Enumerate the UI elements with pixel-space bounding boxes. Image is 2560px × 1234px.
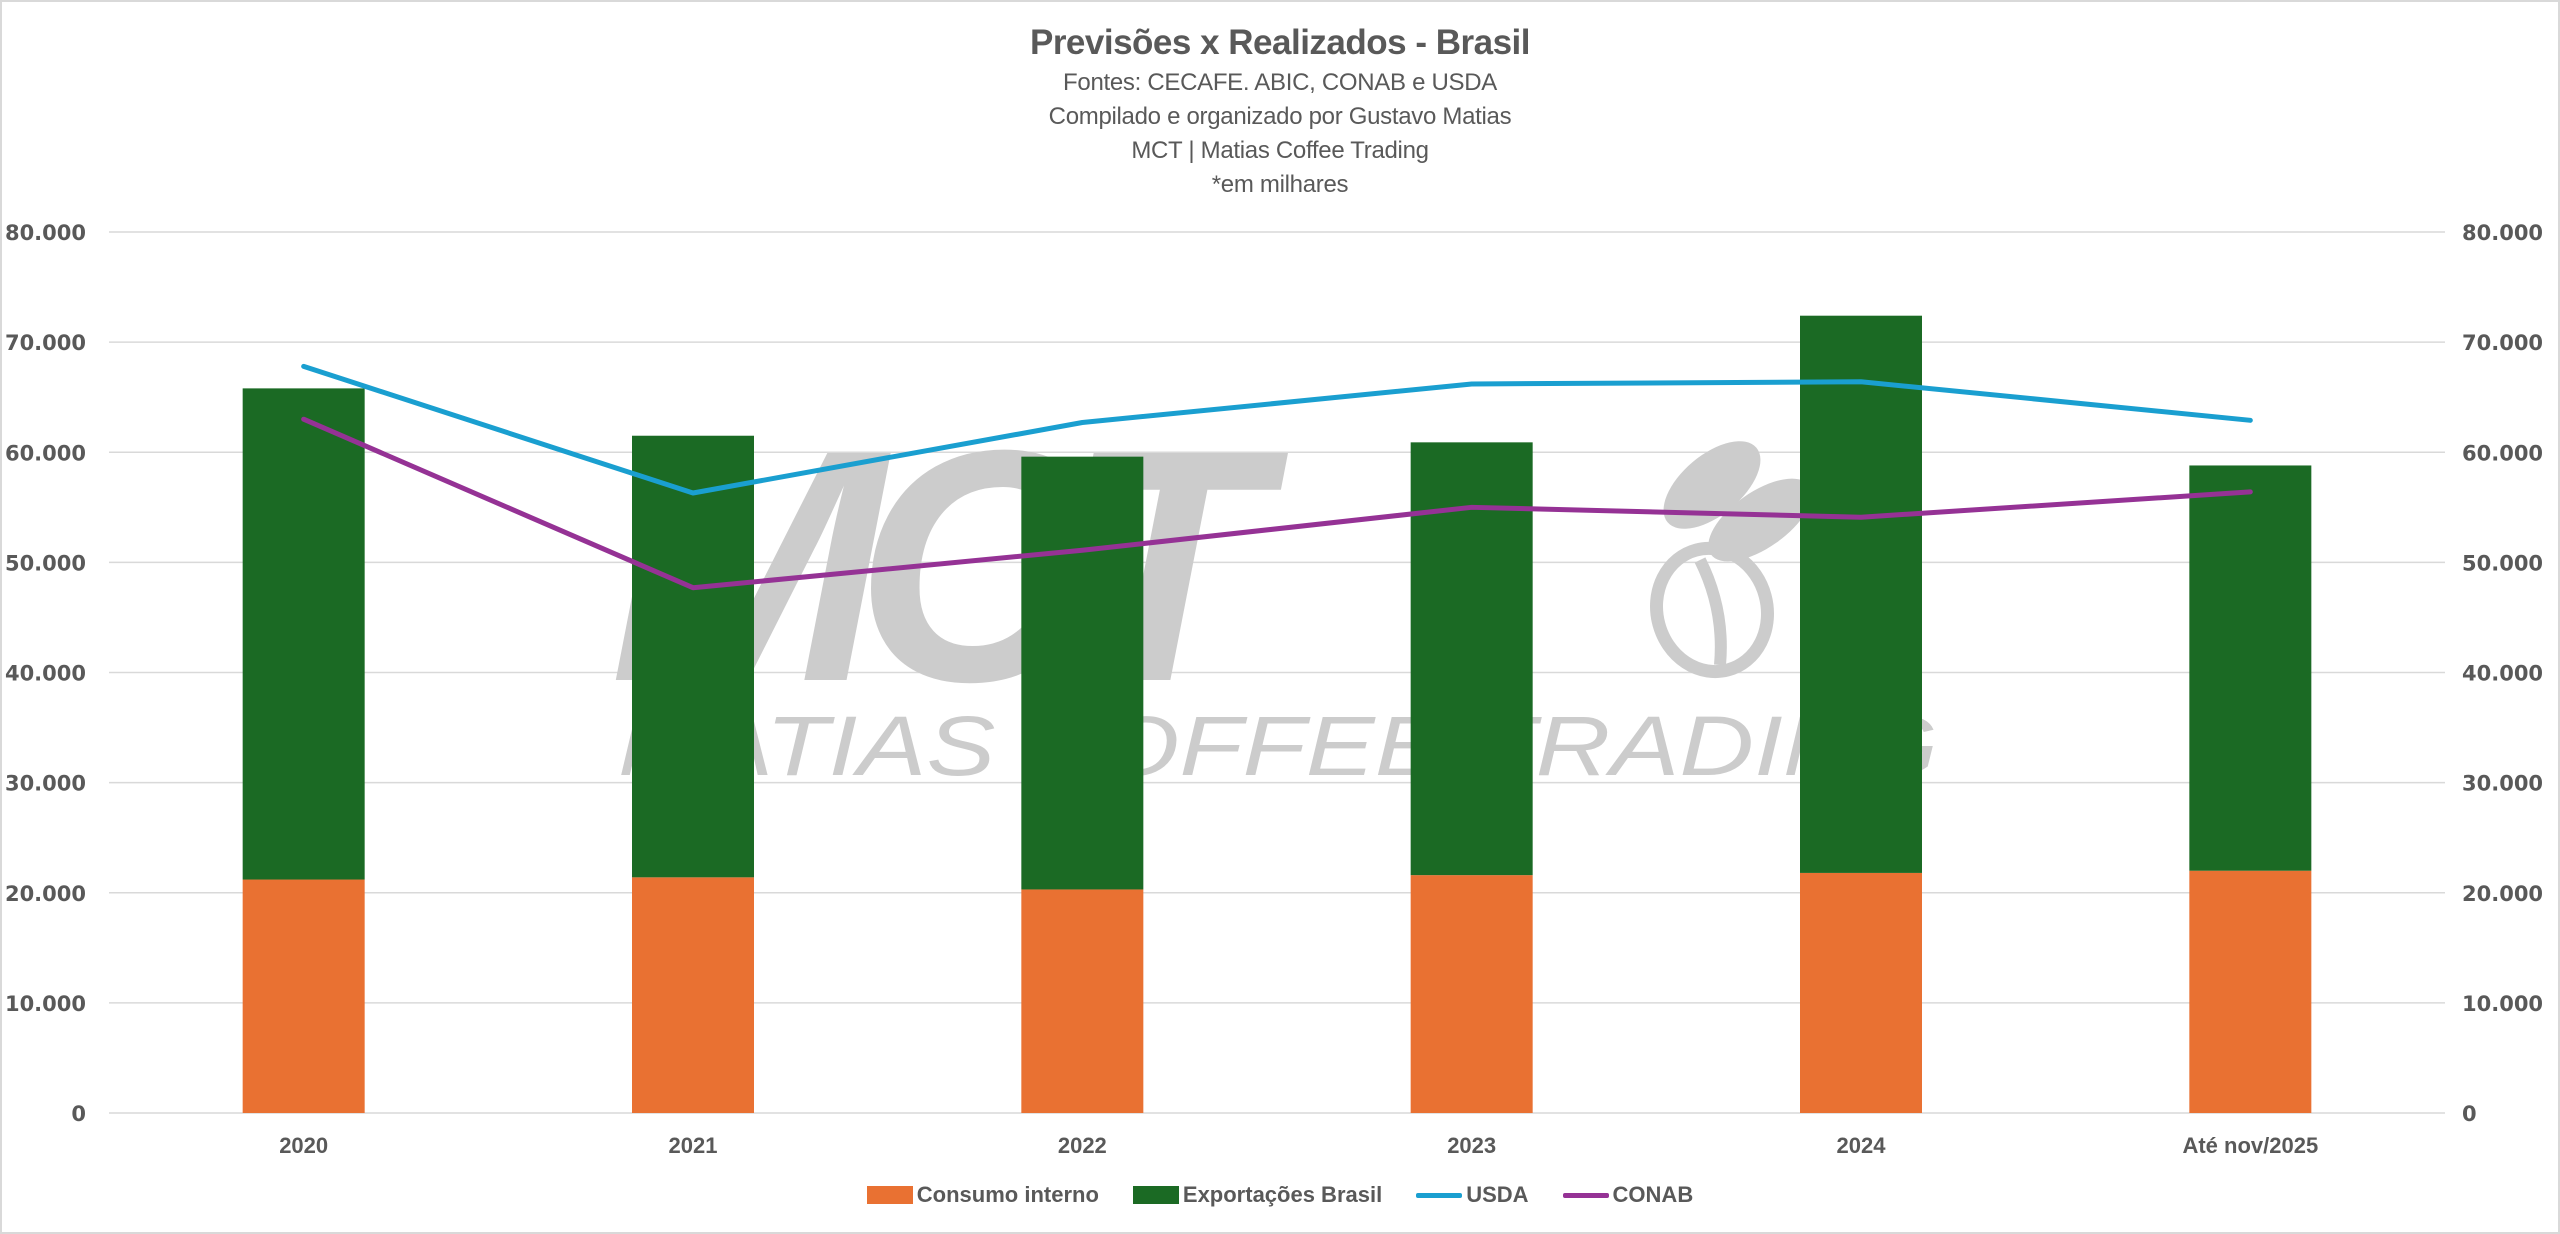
y-tick-label-left: 40.000 (5, 662, 86, 686)
legend-swatch-usda (1416, 1192, 1463, 1198)
x-tick-label: 2020 (279, 1133, 328, 1158)
gridlines (109, 231, 2445, 1114)
bar-consumo-interno (242, 879, 365, 1113)
legend-item-usda[interactable]: USDA (1416, 1182, 1529, 1208)
x-tick-label: Até nov/2025 (2182, 1133, 2318, 1158)
lines (301, 363, 2253, 591)
x-tick-label: 2022 (1058, 1133, 1107, 1158)
y-tick-label-right: 40.000 (2462, 662, 2543, 686)
legend-item-consumo[interactable]: Consumo interno (866, 1182, 1099, 1208)
legend-item-exportacoes[interactable]: Exportações Brasil (1132, 1182, 1383, 1208)
y-tick-label-left: 50.000 (5, 551, 86, 575)
y-tick-label-right: 10.000 (2462, 992, 2543, 1016)
bar-consumo-interno (632, 877, 754, 1113)
y-tick-label-left: 70.000 (5, 331, 86, 355)
chart-title: Previsões x Realizados - Brasil (1029, 23, 1531, 62)
legend-swatch-exportacoes (1132, 1186, 1179, 1204)
legend-label-conab: CONAB (1612, 1182, 1694, 1207)
chart-header: Previsões x Realizados - Brasil Fontes: … (0, 20, 2560, 202)
line-usda (301, 363, 2253, 496)
watermark-tagline: MATIAS COFFEE TRADING (618, 699, 1938, 793)
y-tick-label-left: 60.000 (5, 441, 86, 465)
legend-swatch-consumo (866, 1186, 913, 1204)
bar-consumo-interno (1410, 875, 1533, 1113)
y-tick-label-right: 50.000 (2462, 551, 2543, 575)
bar-consumo-interno (1021, 889, 1144, 1113)
legend-label-usda: USDA (1466, 1182, 1529, 1207)
x-tick-label: 2024 (1837, 1133, 1887, 1158)
bar-exportacoes-brasil (1410, 442, 1533, 876)
y-tick-label-left: 30.000 (5, 772, 86, 796)
coffee-beans-icon (1650, 441, 1812, 679)
y-tick-label-right: 70.000 (2462, 331, 2543, 355)
bar-exportacoes-brasil (1800, 315, 1922, 873)
bar-consumo-interno (2189, 870, 2312, 1113)
y-tick-label-right: 80.000 (2462, 221, 2543, 245)
chart-subtitle-author: Compilado e organizado por Gustavo Matia… (1048, 103, 1512, 130)
bar-exportacoes-brasil (1021, 456, 1144, 890)
legend-label-consumo: Consumo interno (916, 1182, 1099, 1207)
chart-subtitle-company: MCT | Matias Coffee Trading (1131, 137, 1429, 164)
bar-consumo-interno (1800, 872, 1922, 1113)
watermark: MCT MATIAS COFFEE TRADING (610, 381, 1938, 793)
y-tick-label-left: 20.000 (5, 882, 86, 906)
y-axis-right: 0 10.000 20.000 30.000 40.000 50.000 60.000 70.… (2462, 221, 2543, 1126)
bar-exportacoes-brasil (242, 388, 365, 880)
chart-subtitle-units: *em milhares (1211, 171, 1349, 198)
legend: Consumo interno Exportações Brasil USDA … (0, 1182, 2560, 1208)
legend-swatch-conab (1562, 1192, 1609, 1198)
y-tick-label-right: 60.000 (2462, 441, 2543, 465)
bar-exportacoes-brasil (632, 435, 754, 878)
x-axis: 2020 2021 2022 2023 2024 Até nov/2025 (279, 1133, 2318, 1158)
y-axis-left: 0 10.000 20.000 30.000 40.000 50.000 60.000 70.… (5, 221, 86, 1126)
y-tick-label-right: 30.000 (2462, 772, 2543, 796)
y-tick-label-right: 0 (2462, 1102, 2477, 1126)
y-tick-label-right: 20.000 (2462, 882, 2543, 906)
y-tick-label-left: 0 (71, 1102, 86, 1126)
bars (242, 315, 2312, 1113)
x-tick-label: 2023 (1447, 1133, 1496, 1158)
line-conab (301, 416, 2253, 591)
chart-subtitle-sources: Fontes: CECAFE. ABIC, CONAB e USDA (1063, 69, 1497, 96)
y-tick-label-left: 10.000 (5, 992, 86, 1016)
x-tick-label: 2021 (669, 1133, 718, 1158)
bar-exportacoes-brasil (2189, 465, 2312, 871)
legend-item-conab[interactable]: CONAB (1562, 1182, 1694, 1208)
y-tick-label-left: 80.000 (5, 221, 86, 245)
legend-label-exportacoes: Exportações Brasil (1182, 1182, 1383, 1207)
